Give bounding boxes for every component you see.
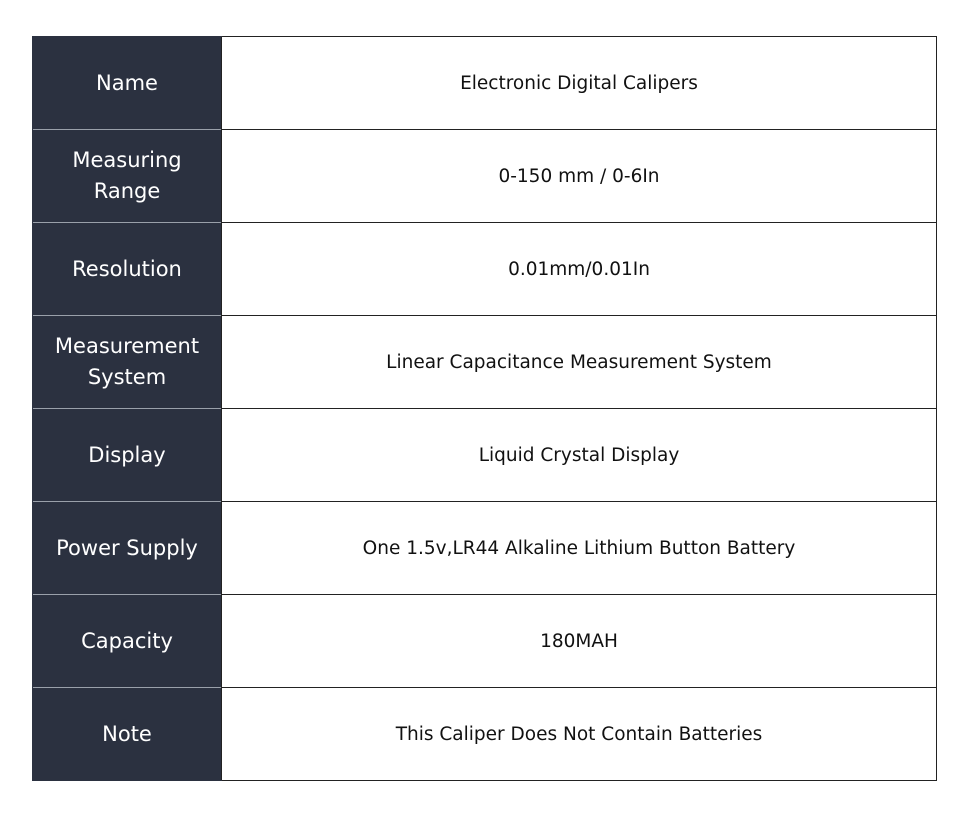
spec-table-body: Name Electronic Digital Calipers Measuring… — [32, 36, 937, 781]
spec-row: Name Electronic Digital Calipers — [32, 36, 937, 130]
spec-label-cell: Measuring Range — [32, 129, 222, 223]
spec-row: Note This Caliper Does Not Contain Batter… — [32, 687, 937, 781]
spec-value: Liquid Crystal Display — [221, 408, 937, 502]
spec-label: Resolution — [72, 256, 182, 281]
spec-value: 0.01mm/0.01In — [221, 222, 937, 316]
spec-value: One 1.5v,LR44 Alkaline Lithium Button Ba… — [221, 501, 937, 595]
spec-label: Note — [102, 721, 152, 746]
spec-label: Measuring Range — [72, 148, 182, 203]
spec-value: Electronic Digital Calipers — [221, 36, 937, 130]
spec-label-cell: Capacity — [32, 594, 222, 688]
spec-value: 180MAH — [221, 594, 937, 688]
spec-row: Display Liquid Crystal Display — [32, 408, 937, 502]
spec-row: Measurement System Linear Capacitance Mea… — [32, 315, 937, 409]
spec-label: Measurement System — [54, 334, 200, 389]
spec-label-cell: Name — [32, 36, 222, 130]
spec-row: Power Supply One 1.5v,LR44 Alkaline Lithi… — [32, 501, 937, 595]
spec-label: Power Supply — [56, 535, 198, 560]
spec-value: This Caliper Does Not Contain Batteries — [221, 687, 937, 781]
spec-table: Name Electronic Digital Calipers Measuring… — [32, 36, 937, 781]
spec-label: Capacity — [81, 628, 173, 653]
spec-value: Linear Capacitance Measurement System — [221, 315, 937, 409]
spec-label-cell: Power Supply — [32, 501, 222, 595]
spec-label: Name — [96, 70, 158, 95]
spec-row: Resolution 0.01mm/0.01In — [32, 222, 937, 316]
spec-row: Capacity 180MAH — [32, 594, 937, 688]
spec-value: 0-150 mm / 0-6In — [221, 129, 937, 223]
spec-row: Measuring Range 0-150 mm / 0-6In — [32, 129, 937, 223]
spec-label: Display — [88, 442, 166, 467]
spec-label-cell: Resolution — [32, 222, 222, 316]
spec-label-cell: Measurement System — [32, 315, 222, 409]
spec-label-cell: Note — [32, 687, 222, 781]
spec-label-cell: Display — [32, 408, 222, 502]
